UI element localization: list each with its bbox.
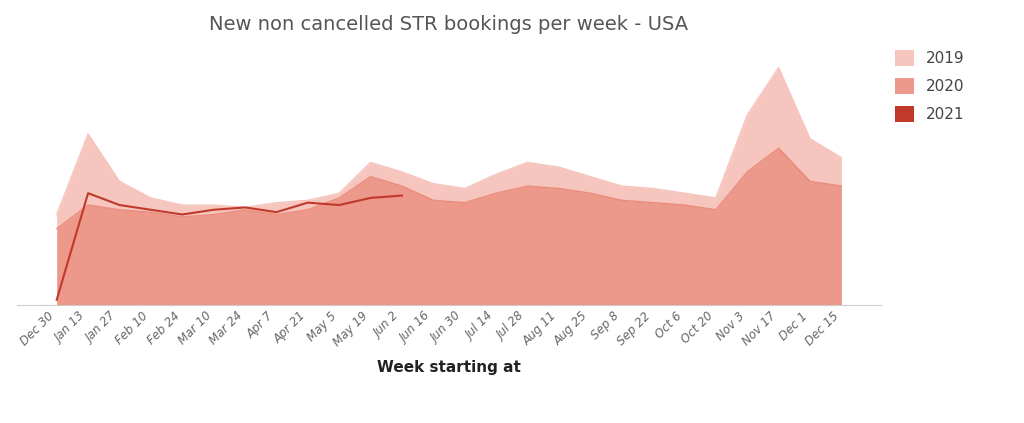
Title: New non cancelled STR bookings per week - USA: New non cancelled STR bookings per week … — [210, 15, 688, 34]
Legend: 2019, 2020, 2021: 2019, 2020, 2021 — [889, 44, 971, 129]
X-axis label: Week starting at: Week starting at — [377, 360, 521, 375]
